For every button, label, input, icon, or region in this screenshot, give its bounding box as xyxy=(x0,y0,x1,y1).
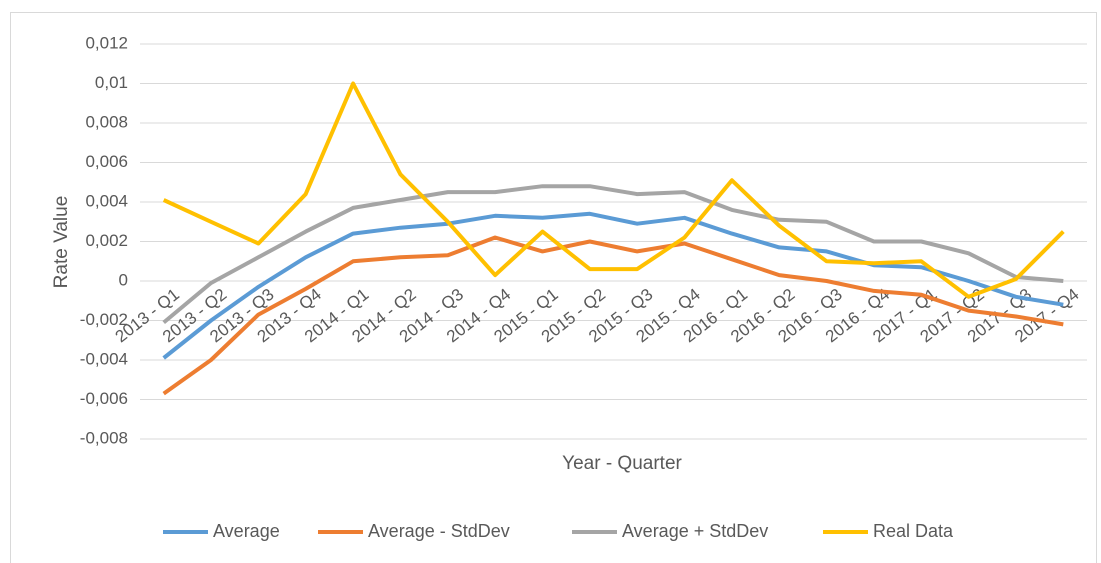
y-tick-label: 0,006 xyxy=(85,152,128,171)
y-tick-label: 0,004 xyxy=(85,191,128,210)
y-tick-label: 0,01 xyxy=(95,73,128,92)
legend-label: Real Data xyxy=(873,521,954,541)
y-tick-label: -0,004 xyxy=(80,349,128,368)
y-axis-title: Rate Value xyxy=(51,196,72,289)
y-tick-label: -0,006 xyxy=(80,389,128,408)
y-tick-label: 0,008 xyxy=(85,112,128,131)
y-tick-label: 0,002 xyxy=(85,231,128,250)
y-tick-label: -0,008 xyxy=(80,428,128,447)
series-line xyxy=(162,211,1064,360)
chart-border xyxy=(10,12,1097,563)
legend-label: Average - StdDev xyxy=(368,521,510,541)
series-line xyxy=(162,81,1065,299)
y-tick-label: -0,002 xyxy=(80,310,128,329)
legend-label: Average xyxy=(213,521,280,541)
y-tick-label: 0,012 xyxy=(85,33,128,52)
legend-label: Average + StdDev xyxy=(622,521,768,541)
series-line xyxy=(162,235,1064,396)
y-tick-label: 0 xyxy=(119,270,128,289)
series-line xyxy=(162,184,1064,325)
x-axis-title: Year - Quarter xyxy=(562,453,682,474)
